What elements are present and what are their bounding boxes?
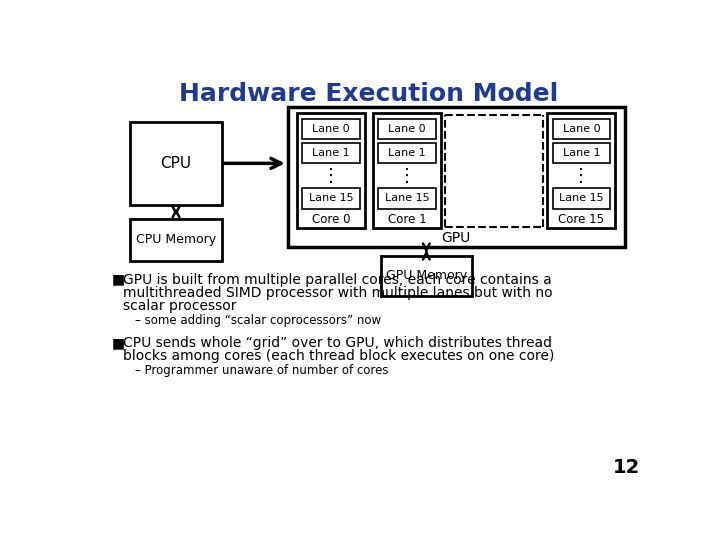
Bar [553, 143, 610, 164]
Bar [302, 143, 360, 164]
Bar [373, 113, 441, 228]
Bar [302, 119, 360, 139]
Bar [381, 256, 472, 296]
Bar [130, 122, 222, 205]
Text: Lane 1: Lane 1 [312, 148, 350, 158]
Bar [130, 219, 222, 261]
Text: – some adding “scalar coprocessors” now: – some adding “scalar coprocessors” now [135, 314, 381, 327]
Text: ⋮: ⋮ [572, 167, 590, 185]
Text: blocks among cores (each thread block executes on one core): blocks among cores (each thread block ex… [123, 349, 554, 363]
Text: Core 1: Core 1 [387, 213, 426, 226]
Text: Lane 0: Lane 0 [562, 124, 600, 134]
Bar [378, 188, 436, 209]
Text: Hardware Execution Model: Hardware Execution Model [179, 82, 559, 106]
Bar [378, 143, 436, 164]
Bar [553, 188, 610, 209]
Text: CPU Memory: CPU Memory [136, 233, 216, 246]
Text: GPU is built from multiple parallel cores, each core contains a: GPU is built from multiple parallel core… [123, 273, 552, 287]
Text: Core 0: Core 0 [312, 213, 350, 226]
Text: Lane 0: Lane 0 [312, 124, 350, 134]
Text: CPU: CPU [161, 156, 192, 171]
Text: ⋮: ⋮ [398, 167, 416, 185]
Text: Lane 15: Lane 15 [309, 193, 354, 204]
Bar [302, 188, 360, 209]
Text: scalar processor: scalar processor [123, 299, 237, 313]
Bar [297, 113, 365, 228]
Text: multithreaded SIMD processor with multiple lanes but with no: multithreaded SIMD processor with multip… [123, 286, 553, 300]
Text: ⋮: ⋮ [322, 167, 340, 185]
Text: – Programmer unaware of number of cores: – Programmer unaware of number of cores [135, 363, 389, 376]
Text: Core 15: Core 15 [558, 213, 604, 226]
Text: GPU: GPU [441, 231, 471, 245]
Text: Lane 1: Lane 1 [388, 148, 426, 158]
Bar [287, 107, 625, 247]
Text: Lane 15: Lane 15 [384, 193, 429, 204]
Text: ■: ■ [112, 336, 125, 350]
Text: CPU sends whole “grid” over to GPU, which distributes thread: CPU sends whole “grid” over to GPU, whic… [123, 336, 552, 350]
Text: Lane 15: Lane 15 [559, 193, 603, 204]
Text: ■: ■ [112, 273, 125, 287]
Text: GPU Memory: GPU Memory [386, 269, 467, 282]
Bar [378, 119, 436, 139]
Text: 12: 12 [613, 458, 640, 477]
Text: Lane 1: Lane 1 [562, 148, 600, 158]
Bar [547, 113, 616, 228]
Bar [553, 119, 610, 139]
Text: Lane 0: Lane 0 [388, 124, 426, 134]
